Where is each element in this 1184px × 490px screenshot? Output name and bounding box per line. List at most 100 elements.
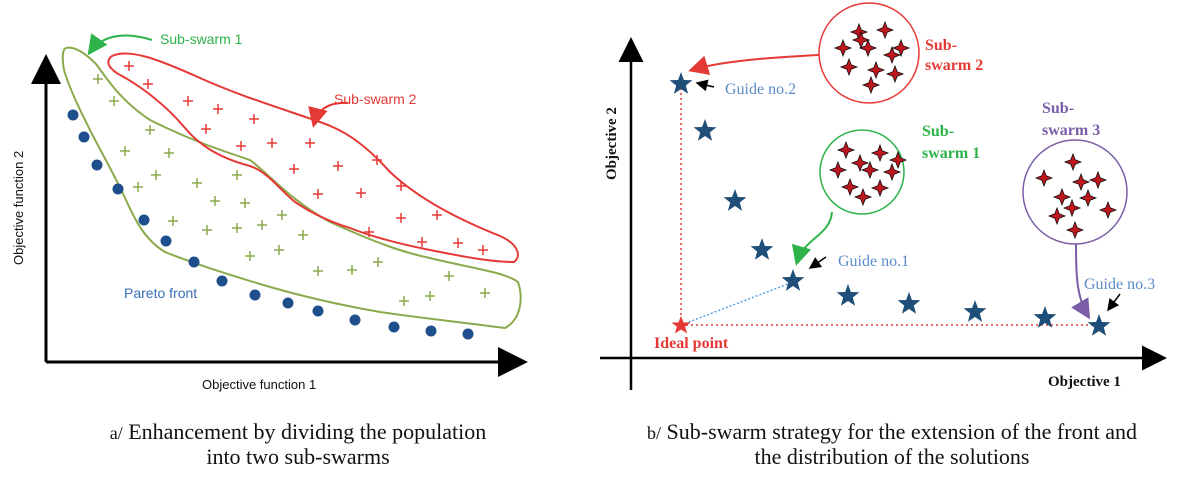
swarm-particle xyxy=(885,64,905,84)
swarm-particle xyxy=(833,38,853,58)
subswarm2-point xyxy=(143,79,153,89)
panel-b-caption: b/ Sub-swarm strategy for the extension … xyxy=(604,420,1180,469)
front-star xyxy=(781,269,805,291)
subswarm1-point xyxy=(232,170,242,180)
subswarm2-point xyxy=(289,164,299,174)
front-star xyxy=(897,292,921,314)
pareto-point xyxy=(349,314,361,326)
subswarm1-point xyxy=(313,266,323,276)
subswarm1-point xyxy=(202,225,212,235)
subswarm2-point xyxy=(396,213,406,223)
pareto-front-label: Pareto front xyxy=(124,285,197,301)
subswarm2-point xyxy=(333,161,343,171)
subswarm1-point xyxy=(277,210,287,220)
front-star xyxy=(836,284,860,306)
subswarm1-circle xyxy=(819,129,905,215)
subswarm-particles xyxy=(828,20,1118,240)
subswarm2-point xyxy=(305,138,315,148)
subswarm1-points xyxy=(93,74,490,306)
subswarm1-label: Sub-swarm 1 xyxy=(160,31,243,47)
pareto-point xyxy=(67,109,79,121)
swarm-particle xyxy=(1052,187,1072,207)
subswarm2-point xyxy=(478,245,488,255)
swarm-particle xyxy=(840,177,860,197)
subswarm1-point xyxy=(373,257,383,267)
swarm-particle xyxy=(1088,170,1108,190)
pareto-point xyxy=(425,325,437,337)
swarm-particle xyxy=(1034,168,1054,188)
swarm-particle xyxy=(1062,198,1082,218)
subswarm1-point xyxy=(240,198,250,208)
panel-a: Sub-swarm 1 Sub-swarm 2 Pareto front Obj… xyxy=(11,31,528,392)
swarm-particle xyxy=(870,143,890,163)
swarm-particle xyxy=(1078,188,1098,208)
subswarm1-point xyxy=(164,148,174,158)
subswarm1-point xyxy=(168,216,178,226)
front-star xyxy=(693,119,717,141)
subswarm2-label: Sub-swarm 2 xyxy=(334,91,417,107)
subswarm2-point xyxy=(183,96,193,106)
subswarm2-label-line1: Sub- xyxy=(925,37,957,54)
panel-a-caption-line2: into two sub-swarms xyxy=(206,444,390,469)
pareto-point xyxy=(188,256,200,268)
ideal-point-label: Ideal point xyxy=(654,335,729,352)
panel-b-caption-line1: Sub-swarm strategy for the extension of … xyxy=(666,419,1137,444)
front-star xyxy=(1087,314,1111,336)
subswarm1-point xyxy=(133,182,143,192)
front-star xyxy=(669,72,693,94)
subswarm1-point xyxy=(232,223,242,233)
panel-b-x-axis-label: Objective 1 xyxy=(1048,374,1121,390)
subswarm2-point xyxy=(432,210,442,220)
subswarm1-point xyxy=(347,265,357,275)
subswarm2-point xyxy=(249,114,259,124)
subswarm1-point xyxy=(399,296,409,306)
subswarm2-region xyxy=(107,52,519,264)
front-star xyxy=(723,189,747,211)
subswarm1-point xyxy=(245,251,255,261)
swarm-particle xyxy=(870,178,890,198)
swarm-particle xyxy=(851,30,871,50)
panel-b-y-axis-label: Objective 2 xyxy=(604,107,620,180)
subswarm2-point xyxy=(372,155,382,165)
subswarm1-label-line2: swarm 1 xyxy=(922,145,980,162)
swarm-particle xyxy=(882,45,902,65)
panel-a-caption: a/ Enhancement by dividing the populatio… xyxy=(18,420,578,469)
subswarm2-point xyxy=(396,181,406,191)
pareto-point xyxy=(312,305,324,317)
subswarm2-label-arrow xyxy=(308,101,349,128)
ideal-to-guide1-dotted xyxy=(680,281,794,326)
panel-b: Guide no.2 Guide no.1 Guide no.3 Ideal p… xyxy=(600,2,1167,390)
subswarm1-point xyxy=(145,125,155,135)
panel-a-x-axis-label: Objective function 1 xyxy=(202,377,316,392)
subswarm1-point xyxy=(109,96,119,106)
swarm-particle xyxy=(850,153,870,173)
subswarm2-points xyxy=(124,61,488,255)
subswarm1-label-arrow xyxy=(87,33,153,56)
subswarm1-point xyxy=(210,196,220,206)
subswarm3-label-line1: Sub- xyxy=(1042,100,1074,117)
subswarm1-point xyxy=(257,220,267,230)
pareto-front-points xyxy=(67,109,474,340)
guide3-label: Guide no.3 xyxy=(1084,276,1155,293)
panel-b-caption-line2: the distribution of the solutions xyxy=(754,444,1030,469)
panel-a-caption-prefix: a/ xyxy=(109,423,123,443)
pareto-point xyxy=(78,131,90,143)
subswarm1-to-guide1-arrow xyxy=(791,211,833,266)
pareto-point xyxy=(282,297,294,309)
swarm-particle xyxy=(1065,220,1085,240)
subswarm2-to-guide2-arrow xyxy=(688,54,820,75)
subswarm2-circle xyxy=(818,2,920,104)
swarm-particle xyxy=(1047,206,1067,226)
guide2-pointer xyxy=(695,79,715,92)
subswarm2-point xyxy=(313,189,323,199)
swarm-particle xyxy=(858,38,878,58)
subswarm2-point xyxy=(236,141,246,151)
swarm-particle xyxy=(1071,172,1091,192)
subswarm3-label-line2: swarm 3 xyxy=(1042,122,1100,139)
front-star xyxy=(963,300,987,322)
swarm-particle xyxy=(1063,152,1083,172)
subswarm2-point xyxy=(356,188,366,198)
pareto-point xyxy=(388,321,400,333)
subswarm1-region xyxy=(61,46,522,330)
guide3-pointer xyxy=(1107,293,1121,312)
